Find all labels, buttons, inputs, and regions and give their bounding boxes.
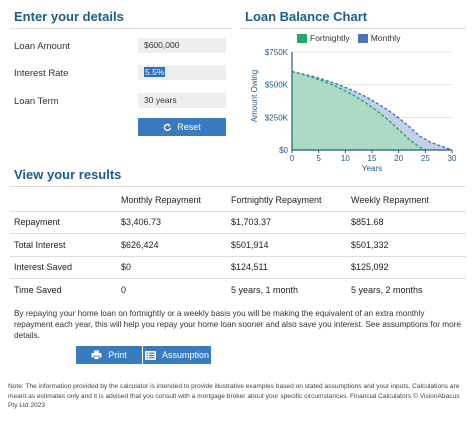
results-header-row: Monthly Repayment Fortnightly Repayment …: [10, 190, 466, 211]
chart-y-axis-label: Amount Owing: [250, 70, 259, 122]
table-row: Repayment $3,406.73 $1,703.37 $851.68: [10, 210, 466, 234]
results-table: Monthly Repayment Fortnightly Repayment …: [10, 190, 466, 301]
legend-label-fortnightly: Fortnightly: [310, 33, 350, 43]
header-fortnightly: Fortnightly Repayment: [231, 195, 322, 206]
results-title: View your results: [14, 167, 122, 182]
legend-label-monthly: Monthly: [370, 33, 401, 43]
loan-term-select[interactable]: 30 years: [138, 93, 226, 108]
results-summary: By repaying your home loan on fortnightl…: [14, 309, 461, 340]
table-row: Time Saved 0 5 years, 1 month 5 years, 2…: [10, 278, 466, 301]
cell-monthly: $626,424: [117, 233, 227, 256]
legend-swatch-monthly: [357, 33, 368, 43]
x-tick-label: 20: [394, 154, 403, 163]
printer-icon: [91, 350, 102, 360]
cell-monthly: 0: [117, 278, 227, 301]
legend-swatch-fortnightly: [297, 33, 307, 43]
header-blank: [10, 190, 117, 211]
x-tick-label: 25: [421, 154, 430, 163]
chart-title: Loan Balance Chart: [245, 9, 368, 24]
chart-divider: [240, 28, 466, 29]
header-weekly: Weekly Repayment: [351, 195, 429, 206]
cell-monthly: $0: [117, 255, 227, 279]
y-tick-label: $500K: [265, 81, 289, 90]
details-divider: [10, 28, 232, 29]
cell-weekly: $125,092: [347, 255, 466, 279]
results-divider: [10, 186, 466, 187]
list-icon: [144, 350, 156, 360]
series-line-monthly: [291, 70, 453, 151]
cell-monthly: $3,406.73: [117, 210, 227, 234]
cell-fortnightly: 5 years, 1 month: [227, 278, 347, 301]
header-monthly: Monthly Repayment: [121, 195, 202, 206]
cell-fortnightly: $501,914: [227, 233, 347, 256]
reset-label: Reset: [177, 122, 201, 132]
cell-weekly: $851.68: [347, 210, 466, 234]
x-tick-label: 30: [448, 154, 457, 163]
y-tick-label: $0: [279, 146, 288, 155]
reset-icon: [164, 123, 172, 131]
chart-x-axis-label: Years: [362, 164, 382, 173]
x-tick-label: 0: [290, 154, 295, 163]
legend-item-monthly[interactable]: Monthly: [357, 33, 401, 43]
x-tick-label: 5: [316, 154, 321, 163]
cell-fortnightly: $124,511: [227, 255, 347, 279]
table-row: Total Interest $626,424 $501,914 $501,33…: [10, 233, 466, 256]
interest-rate-label: Interest Rate: [14, 68, 69, 79]
print-button[interactable]: Print: [76, 346, 142, 364]
y-tick-label: $250K: [265, 113, 289, 122]
y-tick-label: $750K: [265, 48, 289, 57]
details-title: Enter your details: [14, 9, 124, 24]
loan-balance-chart: $0 $250K $500K $750K 0 5 10 15 20 25 30 Amount Owi…: [250, 48, 457, 173]
series-line-fortnightly: [291, 70, 426, 151]
assumption-label: Assumption: [161, 350, 210, 360]
chart-legend: Fortnightly Monthly: [297, 33, 400, 43]
x-tick-label: 15: [368, 154, 377, 163]
interest-rate-selected-text: 5.5%: [144, 67, 166, 77]
x-tick-label: 10: [341, 154, 350, 163]
cell-weekly: $501,332: [347, 233, 466, 256]
table-row: Interest Saved $0 $124,511 $125,092: [10, 255, 466, 279]
cell-weekly: 5 years, 2 months: [347, 278, 466, 301]
cell-fortnightly: $1,703.37: [227, 210, 347, 234]
legend-item-fortnightly[interactable]: Fortnightly: [297, 33, 350, 43]
row-label: Time Saved: [10, 278, 117, 301]
row-label: Interest Saved: [10, 255, 117, 279]
assumption-button[interactable]: Assumption: [143, 346, 211, 364]
print-label: Print: [108, 350, 127, 360]
row-label: Repayment: [10, 210, 117, 234]
loan-term-label: Loan Term: [14, 96, 59, 107]
row-label: Total Interest: [10, 233, 117, 256]
disclaimer-note: Note: The information provided by the ca…: [8, 383, 460, 409]
loan-amount-label: Loan Amount: [14, 41, 70, 52]
series-area-fortnightly: [292, 71, 426, 150]
loan-amount-input[interactable]: $600,000: [138, 38, 226, 53]
reset-button[interactable]: Reset: [138, 118, 226, 136]
interest-rate-input[interactable]: 5.5%: [138, 65, 226, 80]
